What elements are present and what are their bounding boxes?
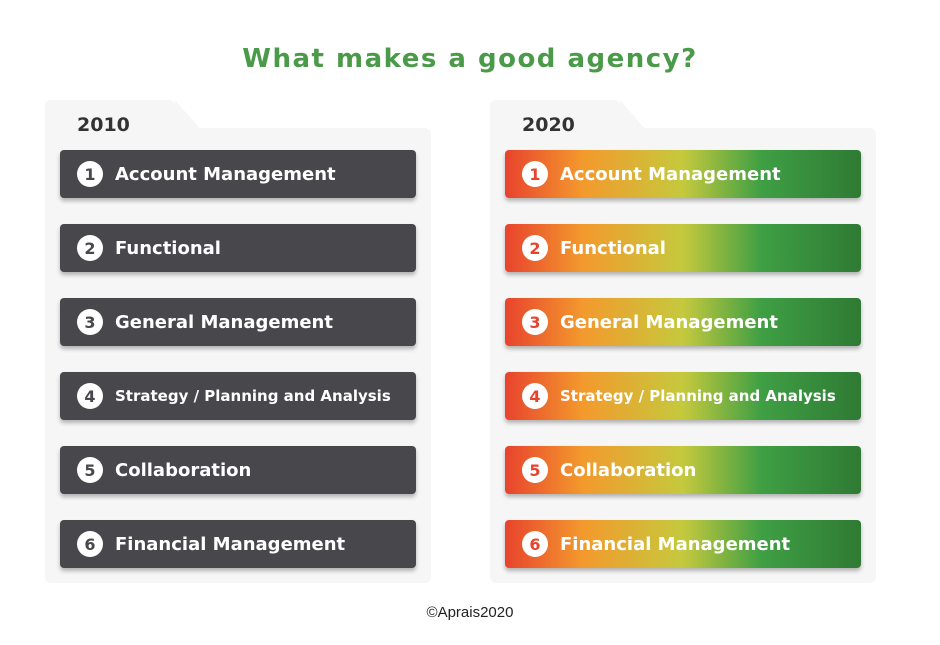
rank-number-badge: 5: [522, 457, 548, 483]
folder-tab: [490, 100, 646, 130]
folder-2020: 2020 1 Account Management 2 Functional 3…: [490, 100, 876, 583]
rank-number-badge: 4: [77, 383, 103, 409]
ranking-item: 3 General Management: [505, 298, 861, 346]
rank-number-badge: 6: [77, 531, 103, 557]
ranking-item-label: Financial Management: [115, 533, 346, 555]
ranking-item-label: General Management: [115, 311, 333, 333]
rank-number-badge: 4: [522, 383, 548, 409]
ranking-item: 3 General Management: [60, 298, 416, 346]
ranking-item-label: General Management: [560, 311, 778, 333]
ranking-item: 5 Collaboration: [505, 446, 861, 494]
rank-number-badge: 3: [522, 309, 548, 335]
ranking-item-label: Collaboration: [560, 459, 697, 481]
ranking-item: 1 Account Management: [505, 150, 861, 198]
ranking-item: 4 Strategy / Planning and Analysis: [505, 372, 861, 420]
ranking-item: 2 Functional: [505, 224, 861, 272]
ranking-item-label: Account Management: [115, 163, 336, 185]
ranking-list: 1 Account Management 2 Functional 3 Gene…: [505, 150, 861, 568]
ranking-item-label: Financial Management: [560, 533, 791, 555]
rank-number-badge: 2: [522, 235, 548, 261]
ranking-item-label: Collaboration: [115, 459, 252, 481]
diagram-title: What makes a good agency?: [242, 44, 698, 74]
rank-number-badge: 6: [522, 531, 548, 557]
ranking-item-label: Functional: [115, 237, 221, 259]
year-label: 2010: [77, 114, 130, 136]
rank-number-badge: 5: [77, 457, 103, 483]
ranking-item-label: Strategy / Planning and Analysis: [560, 387, 836, 405]
rank-number-badge: 1: [77, 161, 103, 187]
rank-number-badge: 2: [77, 235, 103, 261]
ranking-item: 5 Collaboration: [60, 446, 416, 494]
ranking-item-label: Functional: [560, 237, 666, 259]
ranking-item: 6 Financial Management: [60, 520, 416, 568]
ranking-item-label: Account Management: [560, 163, 781, 185]
ranking-item: 1 Account Management: [60, 150, 416, 198]
rank-number-badge: 1: [522, 161, 548, 187]
ranking-list: 1 Account Management 2 Functional 3 Gene…: [60, 150, 416, 568]
rank-number-badge: 3: [77, 309, 103, 335]
folder-body: [490, 128, 876, 583]
ranking-item: 2 Functional: [60, 224, 416, 272]
year-label: 2020: [522, 114, 575, 136]
folder-body: [45, 128, 431, 583]
ranking-item: 4 Strategy / Planning and Analysis: [60, 372, 416, 420]
copyright-notice: ©Aprais2020: [426, 604, 514, 621]
folder-tab: [45, 100, 201, 130]
ranking-item: 6 Financial Management: [505, 520, 861, 568]
folder-2010: 2010 1 Account Management 2 Functional 3…: [45, 100, 431, 583]
ranking-item-label: Strategy / Planning and Analysis: [115, 387, 391, 405]
